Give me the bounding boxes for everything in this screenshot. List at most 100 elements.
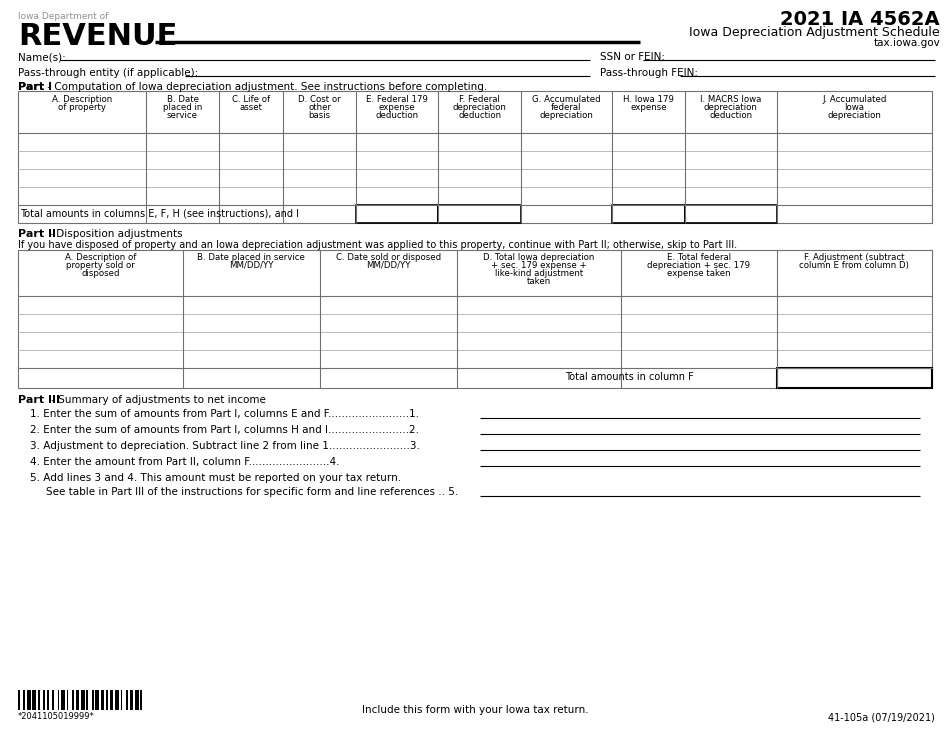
Bar — [52, 690, 54, 710]
Text: SSN or FEIN:: SSN or FEIN: — [600, 52, 665, 62]
Text: *2041105019999*: *2041105019999* — [18, 712, 95, 721]
Text: 3. Adjustment to depreciation. Subtract line 2 from line 1......................: 3. Adjustment to depreciation. Subtract … — [30, 441, 420, 451]
Bar — [66, 690, 68, 710]
Bar — [115, 690, 119, 710]
Text: D. Total Iowa depreciation: D. Total Iowa depreciation — [484, 253, 595, 262]
Text: I. MACRS Iowa: I. MACRS Iowa — [700, 95, 762, 104]
Bar — [92, 690, 94, 710]
Text: Iowa Depreciation Adjustment Schedule: Iowa Depreciation Adjustment Schedule — [690, 26, 940, 39]
Bar — [18, 690, 20, 710]
Text: basis: basis — [309, 111, 331, 120]
Bar — [106, 690, 108, 710]
Bar — [18, 250, 932, 388]
Text: Name(s):: Name(s): — [18, 52, 66, 62]
Text: E. Federal 179: E. Federal 179 — [367, 95, 428, 104]
Text: Part III: Part III — [18, 395, 60, 405]
Text: Total amounts in column F: Total amounts in column F — [565, 372, 694, 382]
Text: Part I: Part I — [18, 82, 52, 92]
Text: taken: taken — [527, 277, 551, 286]
Text: other: other — [308, 103, 332, 112]
Bar — [141, 690, 142, 710]
Text: MM/DD/YY: MM/DD/YY — [366, 261, 410, 270]
Text: See table in Part III of the instructions for specific form and line references : See table in Part III of the instruction… — [46, 487, 458, 497]
Bar — [439, 205, 521, 223]
Text: C. Life of: C. Life of — [232, 95, 270, 104]
Text: REVENUE: REVENUE — [18, 22, 178, 51]
Bar — [129, 690, 133, 710]
Text: E. Total federal: E. Total federal — [667, 253, 731, 262]
Text: F. Adjustment (subtract: F. Adjustment (subtract — [804, 253, 904, 262]
Bar — [76, 690, 79, 710]
Bar — [24, 690, 26, 710]
Text: 2. Enter the sum of amounts from Part I, columns H and I........................: 2. Enter the sum of amounts from Part I,… — [30, 425, 419, 435]
Bar — [135, 690, 139, 710]
Text: Include this form with your Iowa tax return.: Include this form with your Iowa tax ret… — [362, 705, 588, 715]
Text: expense: expense — [631, 103, 667, 112]
Text: 5. Add lines 3 and 4. This amount must be reported on your tax return.: 5. Add lines 3 and 4. This amount must b… — [30, 473, 401, 483]
Text: expense taken: expense taken — [667, 269, 731, 278]
Bar — [58, 690, 60, 710]
Text: depreciation: depreciation — [452, 103, 506, 112]
Text: placed in: placed in — [162, 103, 202, 112]
Text: Pass-through FEIN:: Pass-through FEIN: — [600, 68, 698, 78]
Text: Iowa Department of: Iowa Department of — [18, 12, 108, 21]
Text: H. Iowa 179: H. Iowa 179 — [623, 95, 674, 104]
Bar — [81, 690, 85, 710]
Bar — [776, 368, 932, 388]
Text: disposed: disposed — [81, 269, 120, 278]
Text: 41-105a (07/19/2021): 41-105a (07/19/2021) — [828, 712, 935, 722]
Text: asset: asset — [239, 103, 262, 112]
Bar — [356, 205, 439, 223]
Text: tax.iowa.gov: tax.iowa.gov — [873, 38, 940, 48]
Text: service: service — [167, 111, 198, 120]
Text: 2021 IA 4562A: 2021 IA 4562A — [780, 10, 940, 29]
Bar — [38, 690, 40, 710]
Text: D. Cost or: D. Cost or — [298, 95, 341, 104]
Text: Part II: Part II — [18, 229, 56, 239]
Bar — [126, 690, 128, 710]
Text: depreciation + sec. 179: depreciation + sec. 179 — [648, 261, 751, 270]
Text: column E from column D): column E from column D) — [799, 261, 909, 270]
Bar — [32, 690, 36, 710]
Bar — [27, 690, 30, 710]
Text: depreciation: depreciation — [540, 111, 594, 120]
Text: B. Date: B. Date — [166, 95, 199, 104]
Text: - Disposition adjustments: - Disposition adjustments — [46, 229, 182, 239]
Bar — [121, 690, 123, 710]
Text: B. Date placed in service: B. Date placed in service — [198, 253, 305, 262]
Text: A. Description of: A. Description of — [65, 253, 136, 262]
Bar — [86, 690, 88, 710]
Bar — [61, 690, 65, 710]
Text: C. Date sold or disposed: C. Date sold or disposed — [335, 253, 441, 262]
Text: - Computation of Iowa depreciation adjustment. See instructions before completin: - Computation of Iowa depreciation adjus… — [44, 82, 487, 92]
Bar — [95, 690, 99, 710]
Text: like-kind adjustment: like-kind adjustment — [495, 269, 583, 278]
Text: G. Accumulated: G. Accumulated — [532, 95, 600, 104]
Text: If you have disposed of property and an Iowa depreciation adjustment was applied: If you have disposed of property and an … — [18, 240, 737, 250]
Bar — [72, 690, 74, 710]
Bar — [47, 690, 48, 710]
Text: 1. Enter the sum of amounts from Part I, columns E and F........................: 1. Enter the sum of amounts from Part I,… — [30, 409, 419, 419]
Text: of property: of property — [58, 103, 106, 112]
Bar — [110, 690, 113, 710]
Bar — [43, 690, 45, 710]
Text: J. Accumulated: J. Accumulated — [822, 95, 886, 104]
Text: - Summary of adjustments to net income: - Summary of adjustments to net income — [48, 395, 266, 405]
Text: federal: federal — [551, 103, 581, 112]
Bar — [18, 91, 932, 223]
Text: A. Description: A. Description — [52, 95, 112, 104]
Text: Pass-through entity (if applicable):: Pass-through entity (if applicable): — [18, 68, 199, 78]
Bar — [101, 690, 104, 710]
Text: expense: expense — [379, 103, 415, 112]
Text: deduction: deduction — [710, 111, 752, 120]
Text: Total amounts in columns E, F, H (see instructions), and I: Total amounts in columns E, F, H (see in… — [20, 208, 299, 218]
Bar — [685, 205, 776, 223]
Text: Iowa: Iowa — [845, 103, 865, 112]
Text: depreciation: depreciation — [827, 111, 882, 120]
Text: Part I: Part I — [18, 82, 52, 92]
Text: deduction: deduction — [458, 111, 502, 120]
Text: F. Federal: F. Federal — [459, 95, 500, 104]
Text: MM/DD/YY: MM/DD/YY — [229, 261, 274, 270]
Text: 4. Enter the amount from Part II, column F........................4.: 4. Enter the amount from Part II, column… — [30, 457, 339, 467]
Text: property sold or: property sold or — [66, 261, 135, 270]
